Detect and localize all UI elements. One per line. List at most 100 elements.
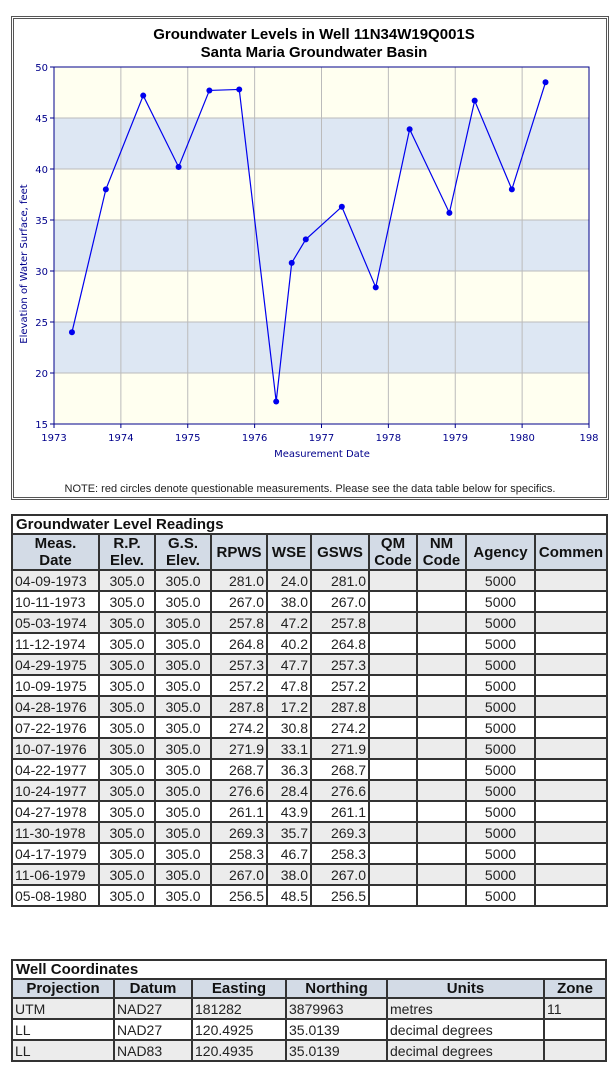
table-row: 11-06-1979 305.0 305.0 267.0 38.0 267.0 5000 <box>11 863 609 886</box>
column-header: Units <box>386 978 545 999</box>
header-line: Elev. <box>166 552 200 569</box>
table-cell: 120.4925 <box>191 1018 287 1041</box>
groundwater-chart: Groundwater Levels in Well 11N34W19Q001S… <box>19 26 599 495</box>
table-row: 04-09-1973 305.0 305.0 281.0 24.0 281.0 5000 <box>11 569 609 592</box>
table-cell <box>368 779 418 802</box>
data-point <box>406 126 413 133</box>
table-cell: 24.0 <box>266 569 312 592</box>
table-cell <box>416 674 467 697</box>
y-tick-label: 20 <box>35 369 48 380</box>
table-cell: 267.0 <box>210 590 268 613</box>
column-header: GSWS <box>310 533 370 571</box>
table-cell: 11 <box>542 997 608 1020</box>
table-cell: 5000 <box>465 821 536 844</box>
table-cell: 5000 <box>465 842 536 865</box>
header-line: NM <box>429 535 454 552</box>
table-cell <box>368 884 418 907</box>
table-cell: 04-27-1978 <box>11 800 100 823</box>
table-cell: 258.3 <box>210 842 268 865</box>
table-cell: 276.6 <box>310 779 370 802</box>
table-cell: 04-17-1979 <box>11 842 100 865</box>
table-cell: 305.0 <box>154 569 212 592</box>
table-cell <box>368 716 418 739</box>
column-header: Agency <box>465 533 536 571</box>
table-row: 04-27-1978 305.0 305.0 261.1 43.9 261.1 5000 <box>11 800 609 823</box>
table-cell <box>533 695 609 718</box>
table-row: 10-24-1977 305.0 305.0 276.6 28.4 276.6 5000 <box>11 779 609 802</box>
table-cell: 305.0 <box>154 758 212 781</box>
header-line: Meas. <box>34 535 77 552</box>
table-cell <box>533 800 609 823</box>
table-cell: 04-29-1975 <box>11 653 100 676</box>
column-header: Northing <box>285 978 388 999</box>
data-point <box>446 209 453 216</box>
chart-subtitle: Santa Maria Groundwater Basin <box>201 44 428 61</box>
table-cell: 305.0 <box>98 737 156 760</box>
table-cell: NAD83 <box>113 1039 193 1062</box>
table-cell <box>368 821 418 844</box>
table-cell <box>368 611 418 634</box>
column-header: WSE <box>266 533 312 571</box>
table-cell: 305.0 <box>98 884 156 907</box>
table-cell: 305.0 <box>98 863 156 886</box>
table-cell <box>368 653 418 676</box>
table-cell: 181282 <box>191 997 287 1020</box>
table-cell: 5000 <box>465 632 536 655</box>
table-cell: 287.8 <box>310 695 370 718</box>
table-cell <box>416 863 467 886</box>
table-cell: 274.2 <box>310 716 370 739</box>
y-tick-label: 50 <box>35 63 48 74</box>
header-line: Commen <box>538 543 604 561</box>
table-cell <box>416 779 467 802</box>
table-cell: 257.3 <box>310 653 370 676</box>
header-line: Code <box>374 552 412 569</box>
table-cell <box>416 821 467 844</box>
table-cell: 5000 <box>465 653 536 676</box>
y-tick-label: 45 <box>35 114 48 125</box>
x-tick-label: 1974 <box>108 433 133 444</box>
table-cell <box>533 611 609 634</box>
y-tick-label: 25 <box>35 318 48 329</box>
table-cell: 257.2 <box>310 674 370 697</box>
table-cell: 5000 <box>465 737 536 760</box>
x-tick-label: 1975 <box>175 433 200 444</box>
table-row: 05-08-1980 305.0 305.0 256.5 48.5 256.5 5000 <box>11 884 609 907</box>
column-header: G.S. Elev. <box>154 533 212 571</box>
table-cell: 305.0 <box>154 800 212 823</box>
table-cell: 305.0 <box>154 695 212 718</box>
table-cell: 268.7 <box>210 758 268 781</box>
table-cell <box>416 884 467 907</box>
table-cell: 5000 <box>465 884 536 907</box>
coordinates-table: Well Coordinates Projection Datum Easting N… <box>10 959 608 1062</box>
table-row: 11-30-1978 305.0 305.0 269.3 35.7 269.3 5000 <box>11 821 609 844</box>
table-cell <box>533 863 609 886</box>
table-cell <box>368 800 418 823</box>
table-cell <box>368 674 418 697</box>
table-cell <box>416 632 467 655</box>
table-cell: 305.0 <box>154 674 212 697</box>
readings-table: Groundwater Level Readings Meas. Date R.P.… <box>10 514 609 907</box>
header-line: WSE <box>271 543 307 561</box>
table-cell: 305.0 <box>98 590 156 613</box>
data-point <box>508 186 515 193</box>
table-cell: 281.0 <box>210 569 268 592</box>
table-cell: 305.0 <box>154 716 212 739</box>
table-cell: 267.0 <box>210 863 268 886</box>
data-point <box>102 186 109 193</box>
data-point <box>68 329 75 336</box>
table-cell <box>542 1018 608 1041</box>
table-cell <box>533 884 609 907</box>
table-cell: 269.3 <box>310 821 370 844</box>
table-cell: 305.0 <box>154 632 212 655</box>
table-cell: 305.0 <box>98 611 156 634</box>
table-cell: 281.0 <box>310 569 370 592</box>
table-cell: 305.0 <box>98 653 156 676</box>
header-line: QM <box>380 535 406 552</box>
x-tick-label: 198 <box>579 433 598 444</box>
table-cell: 3879963 <box>285 997 388 1020</box>
table-cell: 269.3 <box>210 821 268 844</box>
table-cell: 120.4935 <box>191 1039 287 1062</box>
table-cell: decimal degrees <box>386 1018 545 1041</box>
y-tick-label: 40 <box>35 165 48 176</box>
table-cell <box>368 632 418 655</box>
